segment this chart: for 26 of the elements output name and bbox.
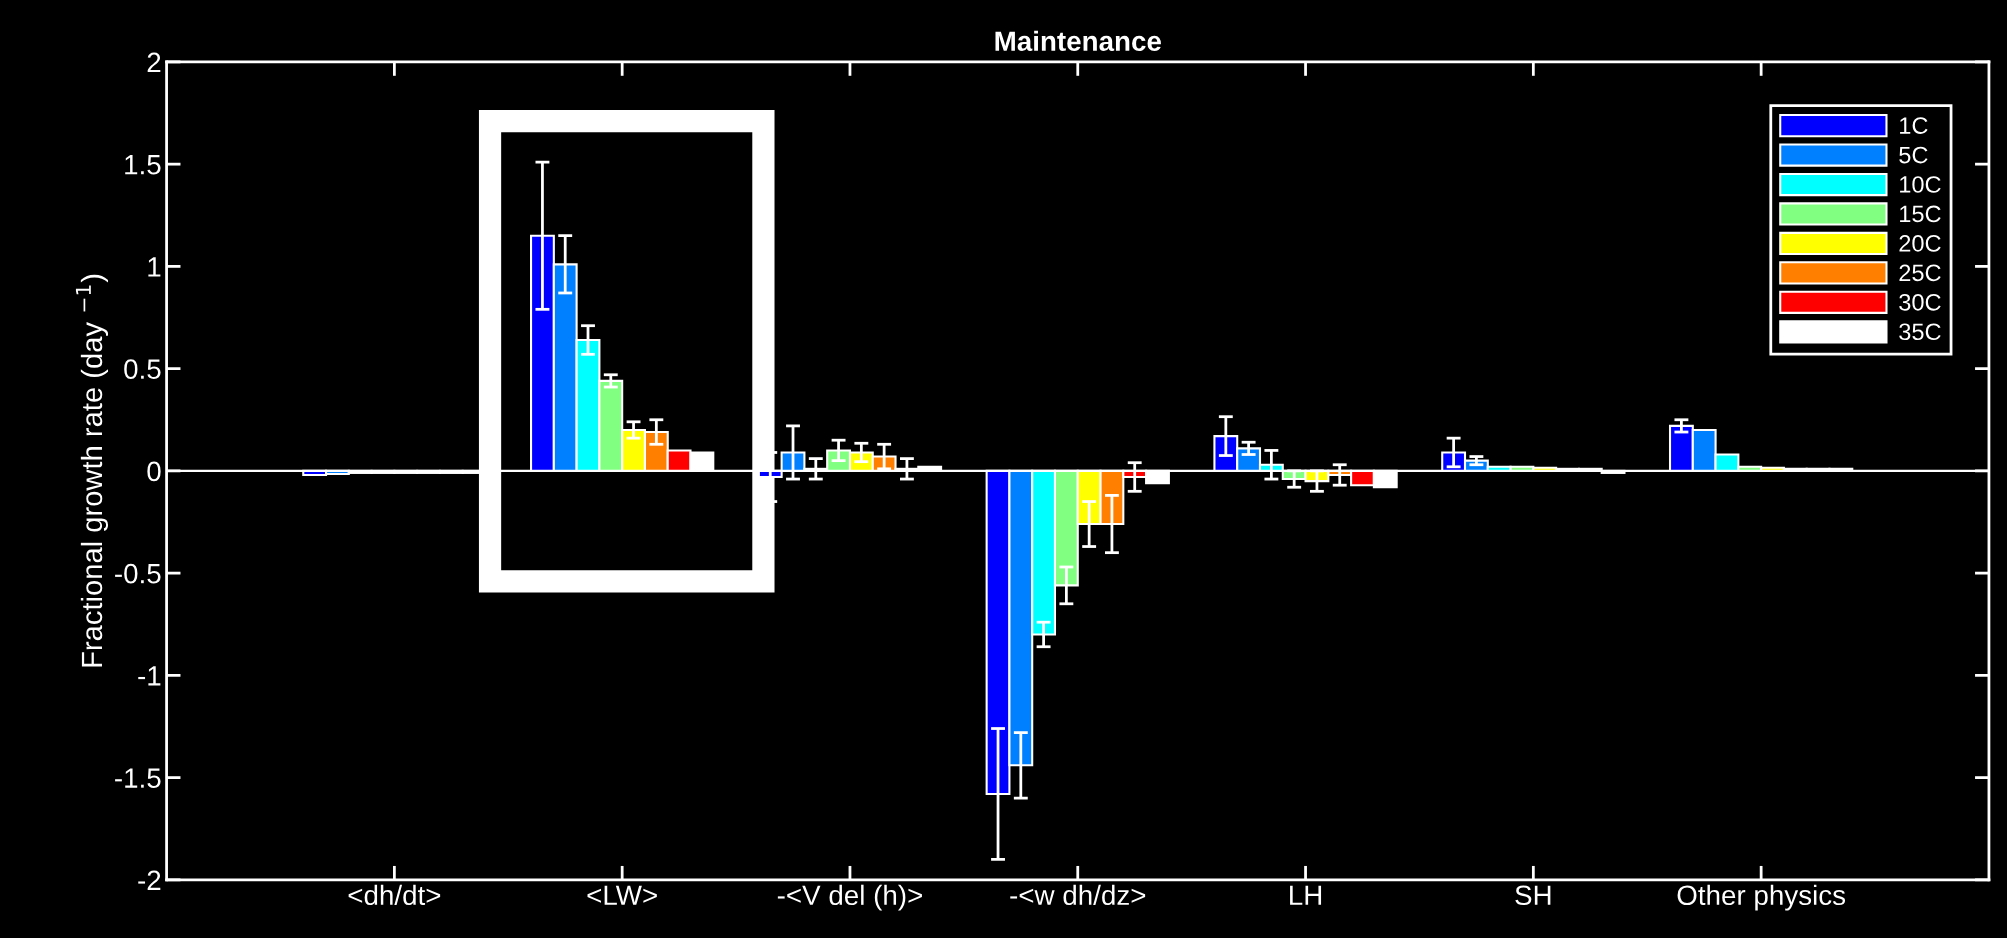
y-tick-label: 0 (147, 461, 161, 482)
x-tick-label: LH (1290, 885, 1322, 905)
x-tick-label: -<V del (h)> (777, 884, 922, 911)
y-tick-label: -1 (138, 666, 161, 686)
y-tick-label: 1.5 (125, 155, 161, 175)
x-tick-label: Other physics (1677, 884, 1846, 911)
y-tick-label: 2 (147, 52, 161, 72)
x-tick-label: <LW> (587, 885, 657, 905)
x-tick-label: <dh/dt> (348, 884, 441, 906)
x-tick-label: -<w dh/dz> (1010, 884, 1146, 906)
legend-label: 5C (1899, 146, 1928, 164)
y-tick-label: -1.5 (115, 768, 161, 788)
y-axis-title: Fractional growth rate (day $^{−1}$) (75, 274, 109, 667)
legend-label: 15C (1900, 205, 1941, 223)
legend-label: 35C (1899, 323, 1941, 341)
legend-label: 1C (1900, 117, 1928, 134)
y-tick-label: -0.5 (115, 563, 161, 584)
chart-title: Maintenance (995, 30, 1161, 52)
x-tick-label: SH (1515, 885, 1551, 906)
y-tick-label: 1 (148, 257, 161, 277)
legend-label: 20C (1899, 235, 1941, 252)
legend-label: 10C (1900, 176, 1941, 193)
y-tick-label: -2 (138, 870, 161, 890)
legend-label: 25C (1899, 264, 1941, 282)
y-tick-label: 0.5 (124, 359, 161, 379)
legend-label: 30C (1899, 293, 1941, 311)
